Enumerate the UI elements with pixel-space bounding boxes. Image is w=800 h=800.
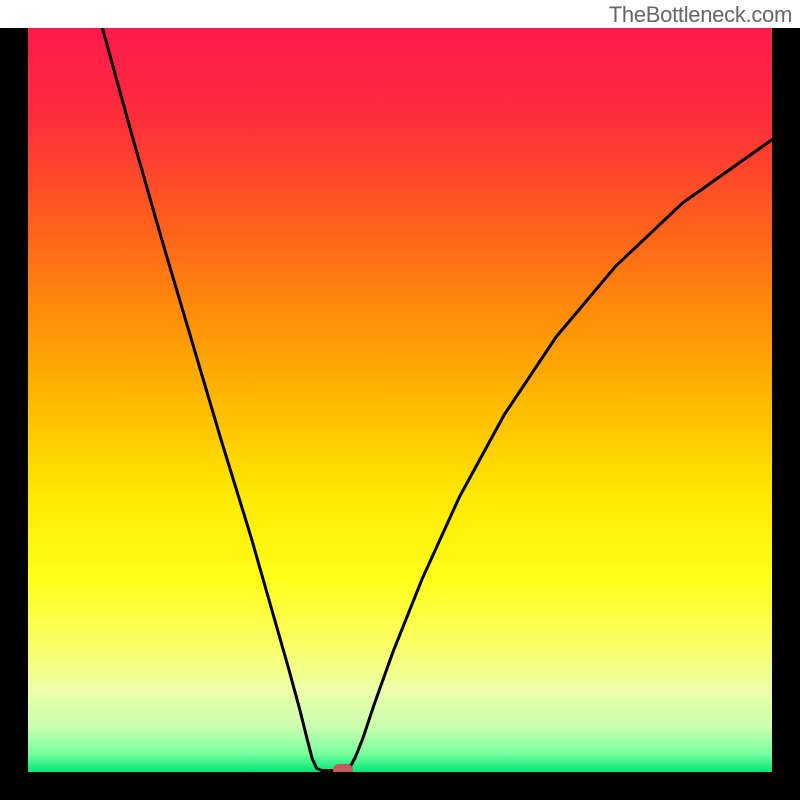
bottleneck-curve: [28, 28, 772, 772]
chart-container: TheBottleneck.com: [0, 0, 800, 800]
plot-frame: [0, 28, 800, 800]
watermark-text: TheBottleneck.com: [609, 2, 792, 28]
optimum-marker: [333, 764, 353, 772]
plot-area: [28, 28, 772, 772]
curve-path: [102, 28, 772, 771]
